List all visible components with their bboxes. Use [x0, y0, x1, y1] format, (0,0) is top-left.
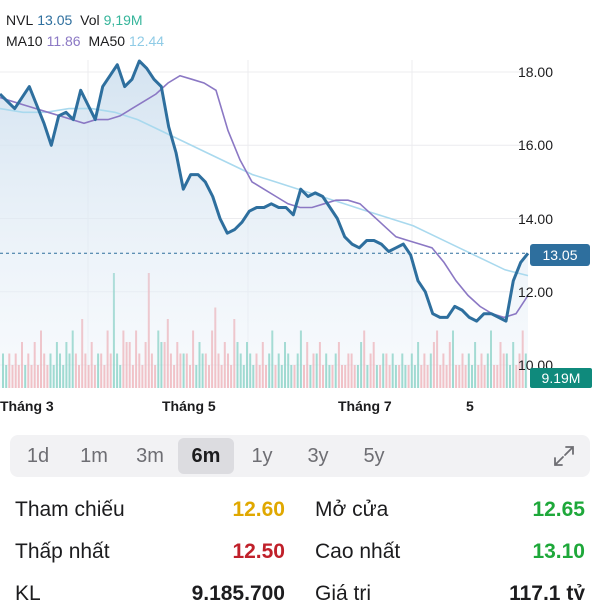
ma10-line [0, 74, 529, 319]
price-line [0, 59, 530, 323]
open-value: 12.65 [532, 498, 585, 521]
y-tick-label: 18.00 [517, 64, 553, 80]
x-tick-label: Tháng 3 [0, 398, 54, 414]
legend-ma10: 11.86 [46, 33, 81, 49]
price-chart[interactable] [0, 0, 600, 425]
x-tick-label: 5 [466, 398, 474, 414]
y-tick-label: 12.00 [517, 284, 553, 300]
open-label: Mở cửa [315, 498, 389, 521]
tab-6m[interactable]: 6m [178, 438, 234, 474]
tab-1d[interactable]: 1d [26, 444, 50, 467]
tab-3m[interactable]: 3m [136, 444, 164, 467]
kl-value: 9,185,700 [191, 582, 285, 600]
kl-label: KL [15, 582, 41, 600]
high-value: 13.10 [532, 540, 585, 563]
ma10-label: MA10 [6, 33, 43, 49]
price-area [0, 61, 528, 388]
x-tick-label: Tháng 7 [338, 398, 392, 414]
ma50-label: MA50 [88, 33, 126, 49]
stats-row: KL 9,185,700 Giá trị 117,1 tỷ [0, 582, 600, 600]
legend-line-1: NVL 13.05 Vol 9,19M [6, 10, 147, 30]
low-value: 12.50 [232, 540, 285, 563]
stats-row: Thấp nhất 12.50 Cao nhất 13.10 [0, 540, 600, 580]
x-tick-label: Tháng 5 [162, 398, 216, 414]
tab-3y[interactable]: 3y [307, 444, 329, 467]
timeframe-tabs: 1d 1m 3m 6m 1y 3y 5y [10, 435, 590, 477]
tab-1m[interactable]: 1m [80, 444, 108, 467]
current-price-tag: 13.05 [530, 244, 590, 266]
value-label: Giá trị [315, 582, 372, 600]
y-tick-label: 14.00 [517, 211, 553, 227]
high-label: Cao nhất [315, 540, 401, 563]
value-value: 117,1 tỷ [509, 582, 585, 600]
legend-line-2: MA10 11.86 MA50 12.44 [6, 31, 168, 51]
tab-1y[interactable]: 1y [251, 444, 273, 467]
current-volume-tag: 9.19M [530, 368, 592, 388]
tab-5y[interactable]: 5y [363, 444, 385, 467]
legend-price: 13.05 [37, 12, 73, 28]
stats-row: Tham chiếu 12.60 Mở cửa 12.65 [0, 498, 600, 538]
legend-ma50: 12.44 [129, 33, 165, 49]
symbol: NVL [6, 12, 34, 28]
expand-icon[interactable] [552, 444, 576, 468]
ref-label: Tham chiếu [15, 498, 125, 521]
legend-vol: 9,19M [103, 12, 143, 28]
vol-label: Vol [80, 12, 100, 28]
y-tick-label: 16.00 [517, 137, 553, 153]
low-label: Thấp nhất [15, 540, 110, 563]
ref-value: 12.60 [232, 498, 285, 521]
ma50-line [0, 107, 529, 277]
